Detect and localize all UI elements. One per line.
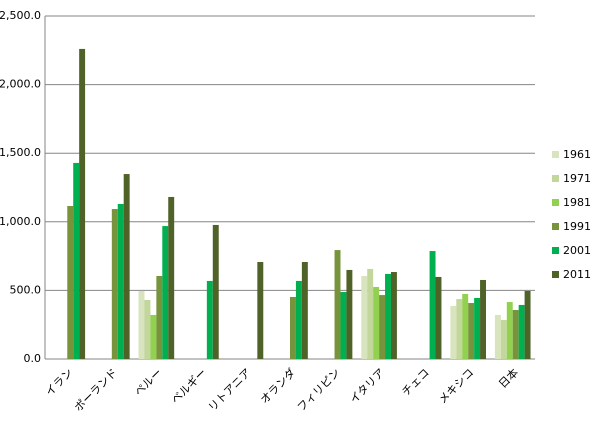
legend-swatch: [552, 247, 559, 254]
bar: [390, 272, 397, 359]
legend-label: 1991: [563, 220, 591, 233]
x-tick-label: イラン: [43, 366, 76, 399]
bar: [73, 162, 80, 359]
bar: [117, 203, 124, 359]
bar: [500, 320, 507, 359]
legend-label: 2001: [563, 244, 591, 257]
bar: [367, 268, 374, 359]
bar: [206, 280, 213, 359]
bar: [435, 276, 442, 359]
legend-swatch: [552, 223, 559, 230]
x-tick-label: ポーランド: [72, 366, 120, 414]
x-tick-label: オランダ: [257, 365, 298, 406]
bar: [474, 297, 481, 359]
bar: [257, 261, 264, 359]
bar: [456, 299, 463, 359]
bar: [340, 292, 347, 359]
bar: [301, 261, 308, 359]
x-tick-label: チェコ: [399, 366, 432, 399]
bar: [385, 273, 391, 359]
x-tick-label: ペルー: [132, 366, 165, 399]
legend-label: 1981: [563, 196, 591, 209]
bar: [168, 196, 175, 359]
bar: [462, 293, 469, 359]
legend-label: 2011: [563, 268, 591, 281]
legend-label: 1971: [563, 172, 591, 185]
x-tick-label: 日本: [496, 365, 521, 390]
y-tick-label: 1,000.0: [0, 215, 41, 228]
bar: [150, 314, 157, 359]
x-tick-label: リトアニア: [206, 366, 254, 414]
bar: [144, 300, 151, 359]
x-tick-label: メキシコ: [436, 366, 476, 406]
bar: [346, 269, 353, 359]
bar: [518, 304, 525, 359]
bar: [373, 286, 380, 359]
legend-swatch: [552, 175, 559, 182]
y-tick-label: 0.0: [24, 352, 42, 365]
bar: [524, 290, 531, 359]
bar: [162, 226, 169, 359]
bar: [506, 302, 513, 359]
bar: [512, 310, 519, 359]
legend-swatch: [552, 271, 559, 278]
bar: [123, 174, 130, 359]
bar: [295, 280, 302, 359]
legend-swatch: [552, 199, 559, 206]
x-tick-label: フィリピン: [295, 366, 343, 414]
bar: [111, 209, 118, 359]
bar: [290, 296, 296, 359]
y-tick-label: 2,000.0: [0, 78, 41, 91]
bar: [379, 295, 386, 359]
bar: [361, 275, 368, 359]
bar: [429, 251, 436, 359]
bar: [468, 303, 475, 359]
y-tick-label: 1,500.0: [0, 146, 41, 159]
x-tick-label: ベルギー: [169, 366, 209, 406]
bar: [334, 250, 341, 359]
y-tick-label: 2,500.0: [0, 9, 41, 22]
legend-label: 1961: [563, 148, 591, 161]
y-tick-label: 500.0: [10, 283, 42, 296]
x-tick-label: イタリア: [347, 366, 387, 406]
bar: [494, 314, 501, 359]
bar: [212, 224, 219, 359]
bar: [450, 306, 457, 359]
bar: [156, 275, 163, 359]
bar: [79, 48, 86, 359]
bar: [480, 279, 486, 359]
bar: [138, 290, 145, 359]
bar: [67, 206, 74, 359]
legend-swatch: [552, 151, 559, 158]
